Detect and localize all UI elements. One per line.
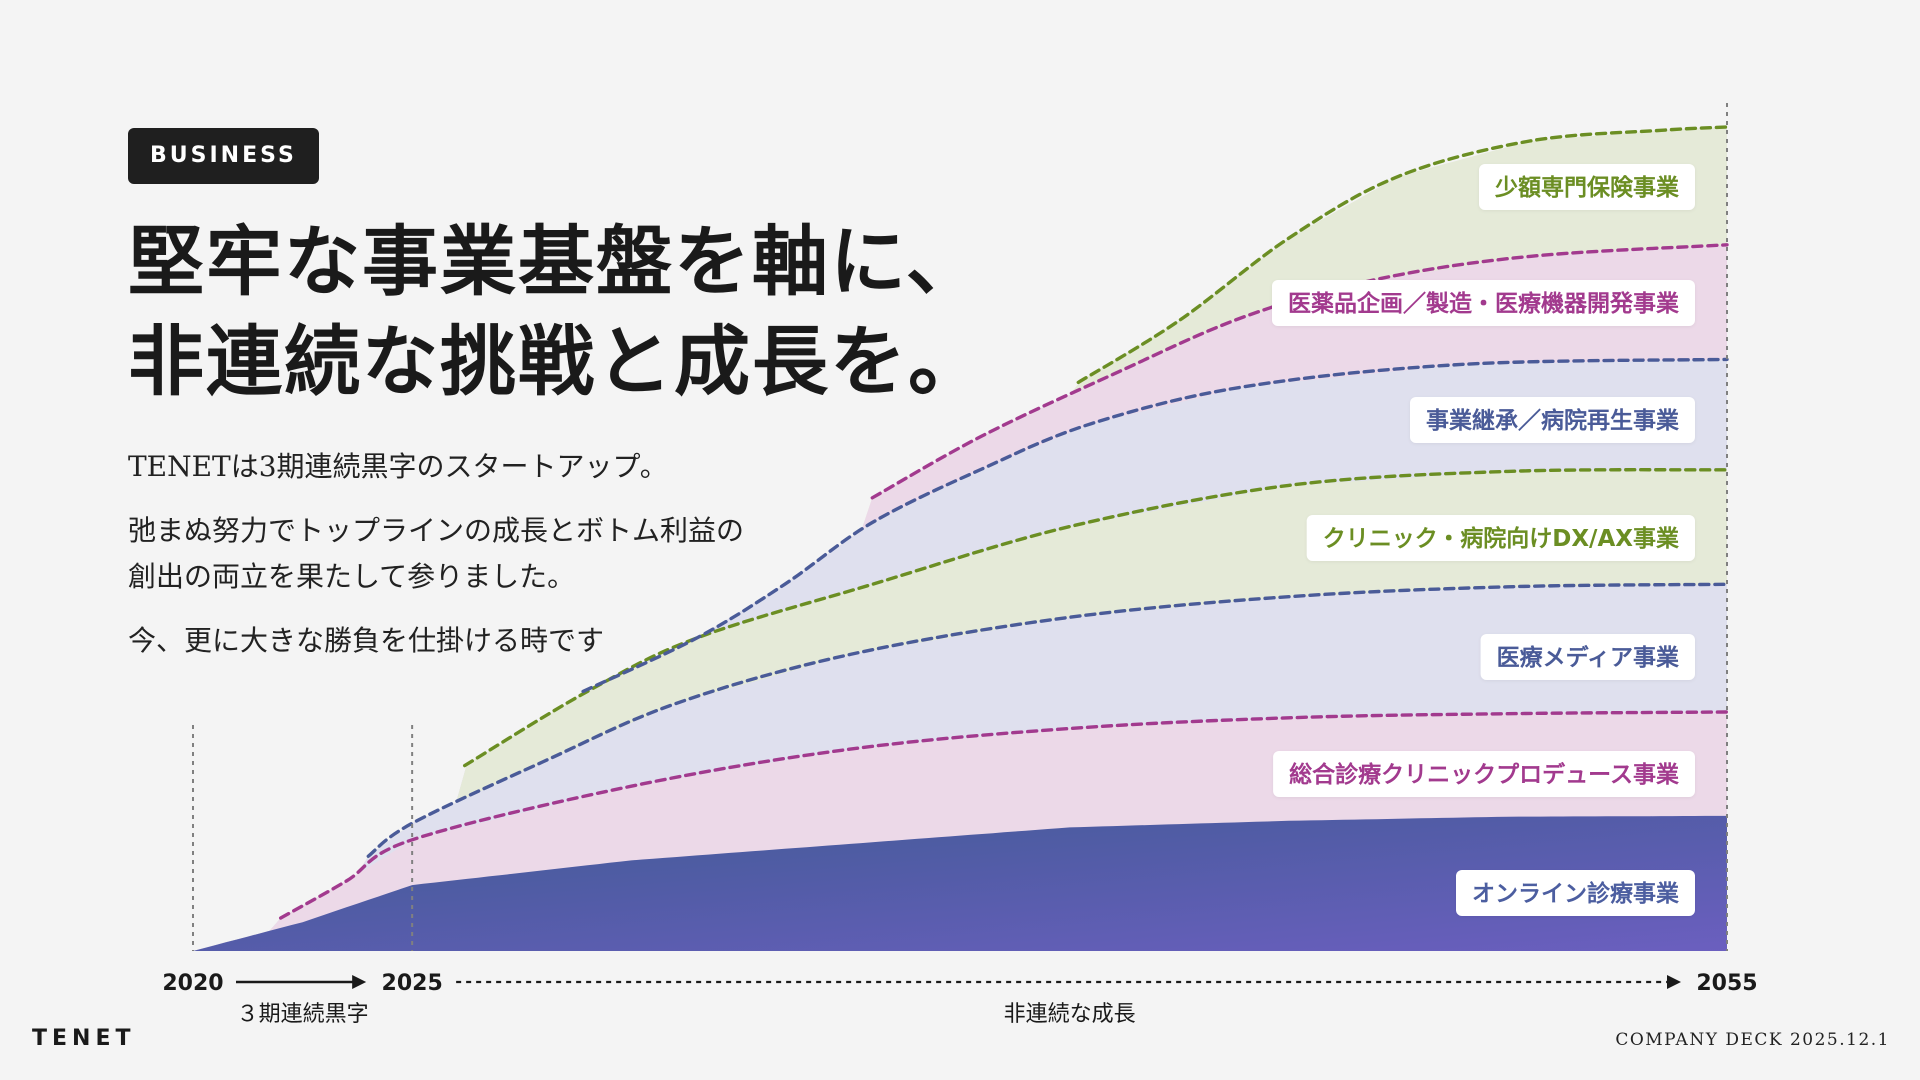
series-line-pharma: [870, 243, 1729, 500]
segment-label-pharma: 医薬品企画／製造・医療機器開発事業: [1272, 280, 1695, 326]
segment-label-insurance: 少額専門保険事業: [1479, 164, 1695, 210]
series-line-dx-ax: [463, 468, 1729, 768]
body-paragraph: 今、更に大きな勝負を仕掛ける時です: [128, 618, 888, 664]
body-paragraph: 弛まぬ努力でトップラインの成長とボトム利益の 創出の両立を果たして参りました。: [128, 508, 888, 600]
segment-label-box: [1480, 634, 1695, 680]
brand-logo: TENET: [32, 1026, 136, 1051]
series-line-insurance: [1076, 125, 1729, 385]
segment-label-clinic-produce: 総合診療クリニックプロデュース事業: [1273, 751, 1695, 797]
body-copy: TENETは3期連続黒字のスタートアップ。 弛まぬ努力でトップラインの成長とボト…: [128, 444, 888, 682]
series-line-succession: [581, 357, 1729, 694]
series-line-clinic-produce: [279, 710, 1729, 920]
segment-label-box: [1272, 280, 1695, 326]
x-tick-2020: 2020: [162, 971, 223, 996]
segment-label-box: [1479, 164, 1695, 210]
body-paragraph: TENETは3期連続黒字のスタートアップ。: [128, 444, 888, 490]
segment-label-media: 医療メディア事業: [1480, 634, 1695, 680]
headline-line-1: 堅牢な事業基盤を軸に、: [128, 217, 984, 306]
segment-label-text: 総合診療クリニックプロデュース事業: [1289, 761, 1680, 788]
arrow-head: [1667, 975, 1681, 989]
segment-label-box: [1306, 515, 1695, 561]
segment-label-box: [1456, 870, 1695, 916]
segment-label-text: オンライン診療事業: [1472, 880, 1680, 907]
deck-footer: COMPANY DECK 2025.12.1: [1615, 1030, 1890, 1050]
segment-label-box: [1410, 397, 1695, 443]
x-tick-2025: 2025: [382, 971, 443, 996]
series-line-media: [366, 582, 1729, 858]
segment-label-text: 事業継承／病院再生事業: [1426, 407, 1680, 434]
segment-label-text: クリニック・病院向けDX/AX事業: [1323, 525, 1680, 552]
phase-label-2: 非連続な成長: [1004, 1002, 1136, 1027]
x-tick-2055: 2055: [1696, 971, 1757, 996]
segment-label-text: 少額専門保険事業: [1494, 174, 1680, 201]
arrow-head: [352, 975, 367, 989]
body-line: TENETは3期連続黒字のスタートアップ。: [128, 450, 668, 483]
segment-label-box: [1273, 751, 1695, 797]
page-title: 堅牢な事業基盤を軸に、 非連続な挑戦と成長を。: [128, 212, 986, 412]
phase-label-1: ３期連続黒字: [237, 1002, 369, 1027]
body-line: 弛まぬ努力でトップラインの成長とボトム利益の: [128, 514, 745, 547]
segment-label-dx-ax: クリニック・病院向けDX/AX事業: [1306, 515, 1695, 561]
segment-label-text: 医薬品企画／製造・医療機器開発事業: [1288, 290, 1680, 317]
area-band-online: [193, 815, 1727, 951]
body-line: 今、更に大きな勝負を仕掛ける時です: [128, 624, 605, 657]
body-line: 創出の両立を果たして参りました。: [128, 560, 576, 593]
headline-line-2: 非連続な挑戦と成長を。: [128, 317, 986, 406]
segment-label-text: 医療メディア事業: [1497, 644, 1680, 671]
segment-label-succession: 事業継承／病院再生事業: [1410, 397, 1695, 443]
segment-label-online: オンライン診療事業: [1456, 870, 1695, 916]
section-badge: BUSINESS: [128, 128, 319, 184]
